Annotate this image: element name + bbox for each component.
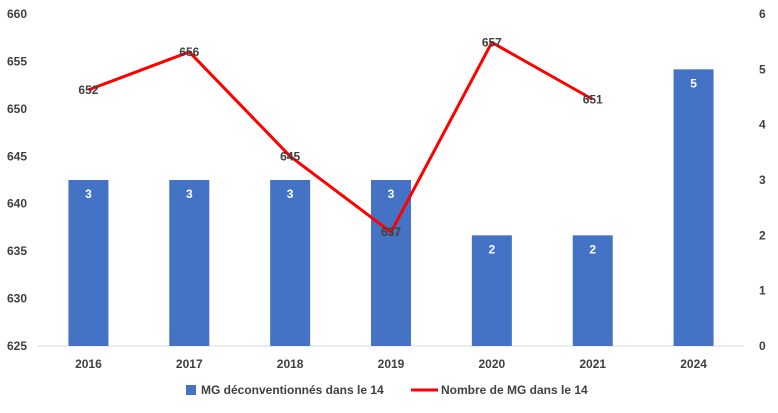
line-series: 652 656 645 637 657 651 [78, 35, 603, 239]
bar-data-label: 5 [690, 76, 697, 90]
bar [68, 180, 109, 346]
x-axis-tick-label: 2020 [479, 357, 506, 371]
left-axis-tick-label: 635 [7, 244, 27, 258]
right-axis-tick-label: 3 [759, 173, 766, 187]
legend-label-line: Nombre de MG dans le 14 [441, 383, 588, 397]
bar [673, 69, 714, 346]
left-axis: 625 630 635 640 645 650 655 660 [7, 7, 27, 353]
legend: MG déconventionnés dans le 14 Nombre de … [186, 383, 588, 397]
right-axis-tick-label: 0 [759, 339, 766, 353]
right-axis: 0 1 2 3 4 5 6 [759, 7, 766, 353]
right-axis-tick-label: 1 [759, 284, 766, 298]
left-axis-tick-label: 660 [7, 7, 27, 21]
right-axis-tick-label: 2 [759, 228, 766, 242]
left-axis-tick-label: 650 [7, 102, 27, 116]
x-axis-tick-label: 2017 [176, 357, 203, 371]
right-axis-tick-label: 6 [759, 7, 766, 21]
bar-data-label: 2 [589, 242, 596, 256]
bar-data-label: 2 [489, 242, 496, 256]
bar [270, 180, 311, 346]
bar [471, 235, 512, 346]
bar-data-label: 3 [85, 187, 92, 201]
bar [572, 235, 613, 346]
legend-label-bar: MG déconventionnés dans le 14 [201, 383, 384, 397]
line-data-label: 656 [179, 45, 199, 59]
bar [169, 180, 210, 346]
left-axis-tick-label: 655 [7, 54, 27, 68]
left-axis-tick-label: 645 [7, 149, 27, 163]
right-axis-tick-label: 4 [759, 118, 766, 132]
line-data-label: 652 [78, 83, 98, 97]
x-axis-tick-label: 2024 [680, 357, 707, 371]
left-axis-tick-label: 640 [7, 197, 27, 211]
right-axis-tick-label: 5 [759, 62, 766, 76]
series-line [87, 40, 594, 234]
left-axis-tick-label: 630 [7, 292, 27, 306]
bar-series: 3 3 3 3 2 2 5 [68, 69, 714, 346]
bar-data-label: 3 [186, 187, 193, 201]
x-axis-tick-label: 2018 [277, 357, 304, 371]
x-axis-tick-label: 2016 [75, 357, 102, 371]
line-data-label: 651 [583, 92, 603, 106]
line-data-label: 657 [482, 35, 502, 49]
x-axis-tick-label: 2021 [579, 357, 606, 371]
line-data-label: 637 [381, 225, 401, 239]
x-axis-tick-label: 2019 [378, 357, 405, 371]
legend-swatch-bar [186, 385, 196, 395]
bar-data-label: 3 [287, 187, 294, 201]
left-axis-tick-label: 625 [7, 339, 27, 353]
x-axis-ticks: 2016 2017 2018 2019 2020 2021 2024 [75, 357, 707, 371]
line-data-label: 645 [280, 149, 300, 163]
bar-data-label: 3 [388, 187, 395, 201]
